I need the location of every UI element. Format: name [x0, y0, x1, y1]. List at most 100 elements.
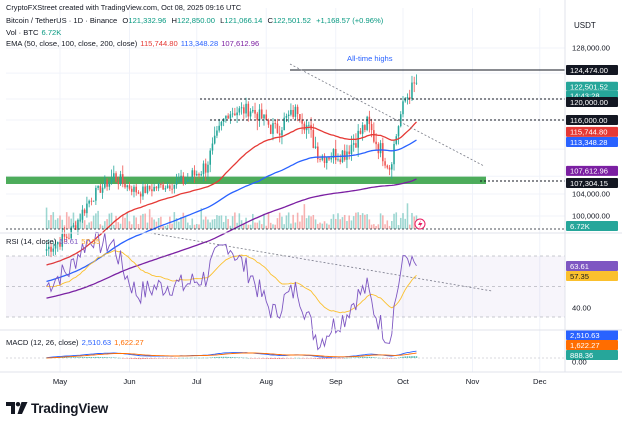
macd-hist-bar [227, 356, 229, 358]
volume-bar [200, 208, 203, 229]
candle [137, 192, 140, 194]
macd-hist-bar [404, 356, 407, 358]
volume-bar [366, 214, 368, 229]
open-label: O [122, 16, 129, 25]
candle [330, 157, 333, 160]
volume-bar [357, 212, 359, 229]
macd-hist-bar [249, 358, 252, 359]
candle [202, 163, 205, 175]
volume-bar [375, 225, 377, 229]
volume-bar [61, 219, 64, 229]
macd-hist-bar [108, 357, 111, 358]
macd-hist-bar [265, 358, 268, 359]
volume-bar [220, 215, 223, 229]
badge-ath: 124,474.00 [570, 66, 608, 75]
volume-bar [198, 224, 200, 229]
candle [189, 179, 191, 180]
candle [164, 188, 167, 190]
candle [388, 167, 391, 170]
volume-bar [180, 217, 182, 229]
volume-bar [189, 225, 191, 229]
macd-hist-bar [321, 358, 324, 360]
volume-bar [364, 214, 366, 229]
macd-legend[interactable]: MACD (12, 26, close) 2,510.63 1,622.27 [6, 338, 147, 348]
candle [126, 185, 129, 188]
badge-macd: 2,510.63 [570, 331, 600, 340]
time-label-dec: Dec [533, 377, 547, 386]
volume-bar [110, 212, 113, 229]
candle [415, 82, 418, 84]
macd-hist-bar [99, 357, 102, 358]
candle [54, 244, 57, 249]
price-axis[interactable]: 128,000.00 104,000.00 100,000.00 124,474.00… [0, 0, 622, 373]
volume-bar [117, 222, 120, 229]
candle [325, 157, 328, 164]
macd-hist-bar [169, 358, 171, 359]
candle [274, 123, 277, 124]
rsi-legend[interactable]: RSI (14, close) 63.61 57.35 [6, 237, 103, 247]
candle [348, 151, 350, 155]
volume-legend[interactable]: Vol · BTC 6.72K [6, 28, 64, 38]
macd-hist-bar [334, 358, 337, 359]
ema200-value: 107,612.96 [221, 39, 260, 48]
macd-hist-bar [160, 358, 162, 359]
badge-rsi: 63.61 [570, 262, 589, 271]
macd-hist-bar [317, 358, 319, 359]
candle [252, 109, 254, 112]
ema100-value: 113,348.28 [180, 39, 219, 48]
volume-bar [278, 212, 281, 229]
rsi-value: 63.61 [59, 237, 79, 246]
candle [411, 82, 413, 99]
volume-bar [106, 219, 108, 229]
badge-ema200-bg [566, 165, 618, 176]
ohlc-legend[interactable]: Bitcoin / TetherUS · 1D · Binance O121,3… [6, 16, 386, 26]
volume-bar [399, 217, 402, 229]
candle [397, 126, 400, 137]
macd-hist-bar [346, 357, 348, 359]
candle [236, 112, 238, 116]
macd-hist-bar [173, 358, 176, 359]
volume-bar [303, 204, 306, 229]
volume-bar [402, 213, 404, 229]
change-value: +1,168.57 (+0.96%) [316, 16, 384, 25]
macd-hist-bar [252, 358, 254, 359]
volume-bar [65, 212, 68, 229]
volume-bar [384, 224, 386, 229]
volume-bar [155, 221, 158, 229]
badge-120k-bg [566, 97, 618, 107]
candle [319, 159, 321, 160]
candle [370, 124, 373, 131]
tradingview-logo[interactable]: TradingView [6, 398, 108, 418]
chart-credit: CryptoFXStreet created with TradingView.… [6, 3, 242, 12]
candle [184, 181, 187, 184]
macd-hist-bar [153, 358, 155, 359]
macd-hist-bar [238, 357, 241, 358]
candle [281, 130, 283, 136]
macd-hist-bar [408, 356, 411, 358]
high-label: H [171, 16, 177, 25]
volume-bar [276, 218, 279, 229]
volume-bar [101, 225, 104, 229]
macd-hist-bar [92, 357, 95, 358]
macd-hist-bar [411, 356, 413, 358]
candle [160, 184, 162, 185]
volume-bar [178, 221, 180, 229]
candle [263, 114, 265, 119]
volume-bar [325, 223, 328, 229]
volume-bar [204, 216, 207, 229]
volume-bar [86, 224, 88, 229]
open-value: 121,332.96 [128, 16, 167, 25]
candle [178, 181, 180, 183]
candle [243, 107, 245, 114]
candle [276, 123, 279, 134]
lightning-icon[interactable] [414, 218, 426, 230]
time-axis[interactable]: May Jun Jul Aug Sep Oct Nov Dec [53, 377, 547, 386]
macd-hist-bar [377, 357, 380, 359]
ema-legend[interactable]: EMA (50, close, 100, close, 200, close) 1… [6, 39, 262, 49]
macd-hist-bar [303, 358, 306, 359]
volume-bar [137, 224, 140, 229]
macd-hist-bar [368, 356, 371, 358]
volume-bar [330, 218, 333, 229]
candle [267, 119, 270, 125]
